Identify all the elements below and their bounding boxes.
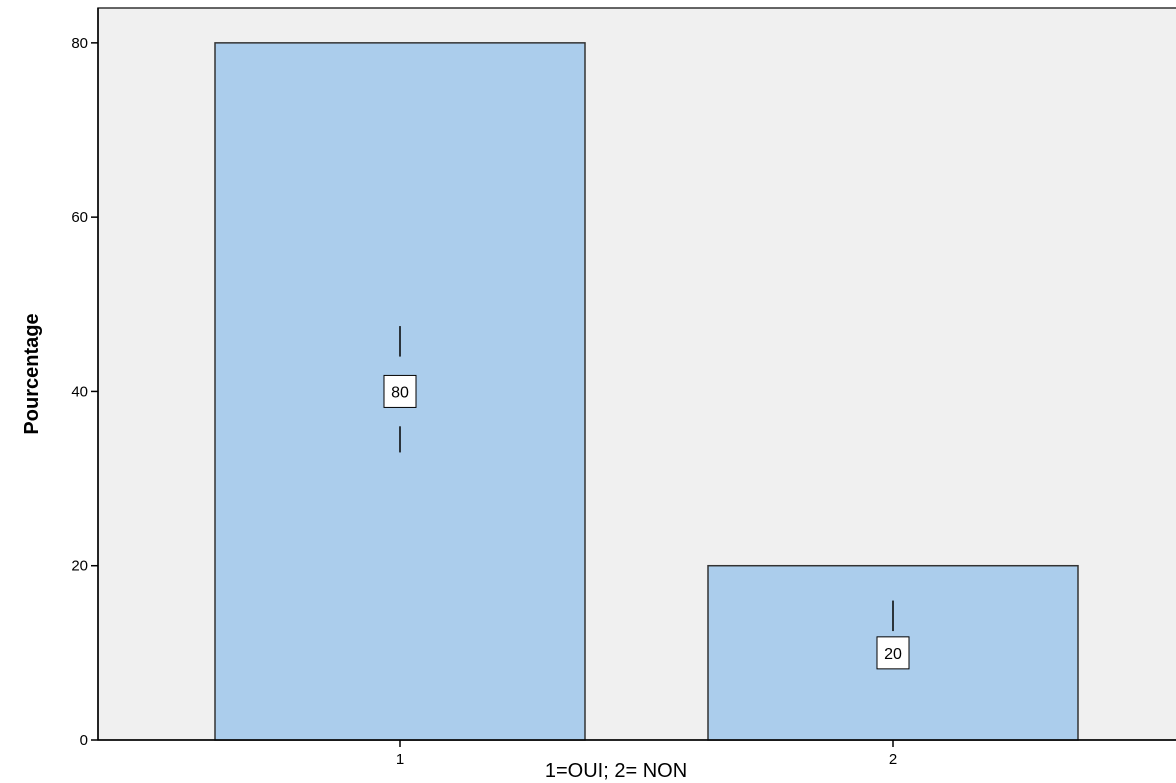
x-tick-label-1: 1: [396, 751, 404, 768]
x-axis-label: 1=OUI; 2= NON: [545, 760, 687, 782]
data-label-text: 20: [884, 646, 902, 663]
y-tick-label-20: 20: [71, 558, 88, 575]
data-label-1: 80: [383, 374, 417, 408]
data-label-text: 80: [391, 384, 409, 401]
data-label-box: [876, 636, 910, 670]
x-tick-label-2: 2: [889, 751, 897, 768]
y-axis-label: Pourcentage: [21, 313, 43, 434]
data-label-2: 20: [876, 636, 910, 670]
y-tick-label-0: 0: [80, 732, 88, 749]
data-label-box: [383, 374, 417, 408]
y-tick-label-60: 60: [71, 209, 88, 226]
y-tick-label-80: 80: [71, 35, 88, 52]
y-tick-label-40: 40: [71, 383, 88, 400]
